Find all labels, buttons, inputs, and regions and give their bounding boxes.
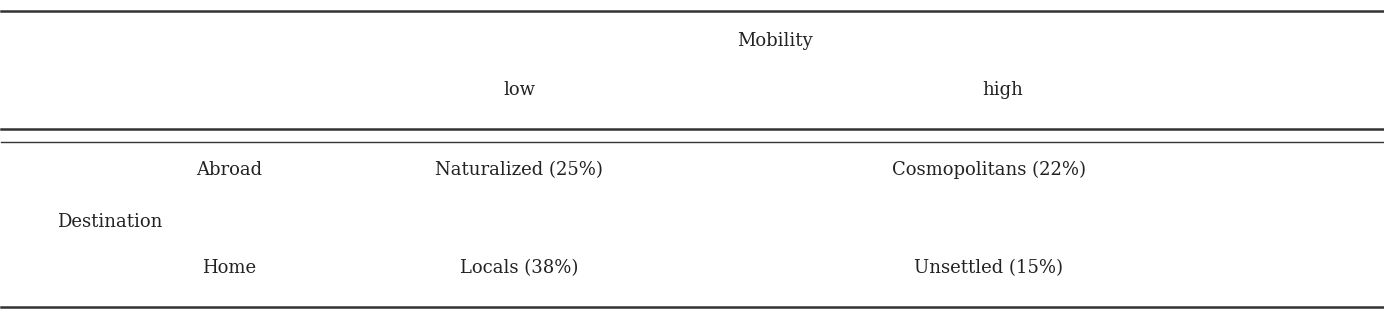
Text: Naturalized (25%): Naturalized (25%) xyxy=(436,161,603,179)
Text: Cosmopolitans (22%): Cosmopolitans (22%) xyxy=(891,161,1086,179)
Text: high: high xyxy=(983,81,1023,99)
Text: Locals (38%): Locals (38%) xyxy=(459,259,579,277)
Text: Unsettled (15%): Unsettled (15%) xyxy=(915,259,1063,277)
Text: Home: Home xyxy=(202,259,256,277)
Text: low: low xyxy=(504,81,536,99)
Text: Destination: Destination xyxy=(57,213,162,231)
Text: Mobility: Mobility xyxy=(738,32,812,50)
Text: Abroad: Abroad xyxy=(197,161,263,179)
